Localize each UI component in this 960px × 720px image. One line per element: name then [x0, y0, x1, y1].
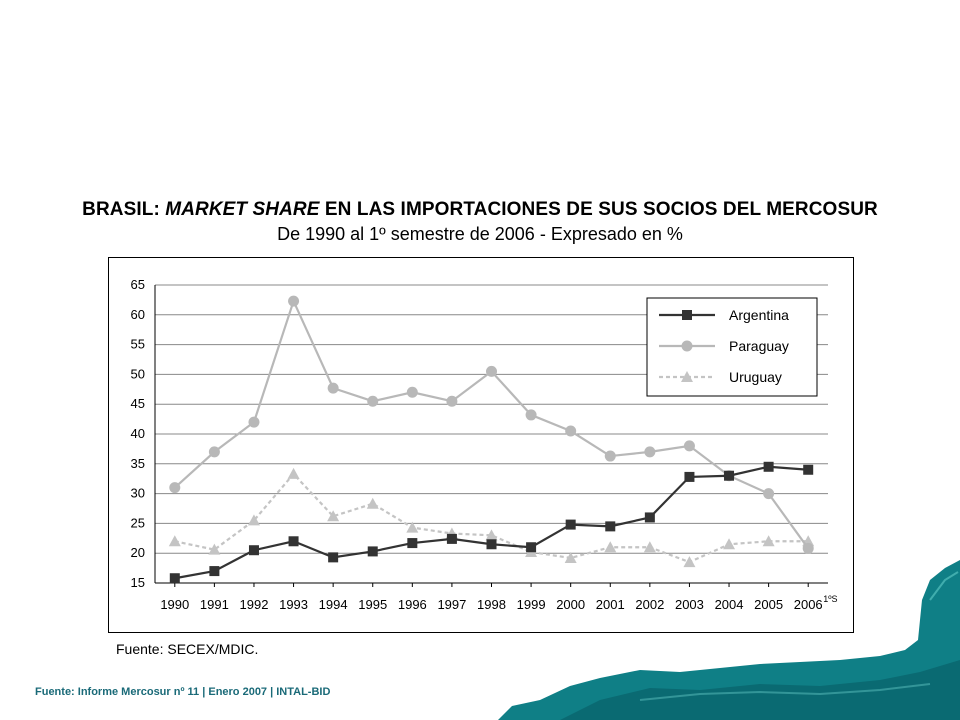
- x-tick-label: 2002: [635, 597, 664, 612]
- data-point-paraguay: [525, 409, 537, 421]
- data-point-argentina: [565, 519, 576, 530]
- data-point-argentina: [407, 538, 418, 549]
- y-tick-label: 45: [131, 396, 145, 411]
- data-point-argentina: [367, 546, 378, 557]
- data-point-paraguay: [604, 450, 616, 462]
- legend-label-uruguay: Uruguay: [729, 369, 782, 385]
- x-tick-label: 1995: [358, 597, 387, 612]
- y-tick-label: 25: [131, 515, 145, 530]
- data-point-argentina: [328, 552, 339, 563]
- legend-marker-argentina: [682, 310, 692, 320]
- data-point-paraguay: [644, 446, 656, 458]
- data-point-paraguay: [763, 488, 775, 500]
- data-point-uruguay: [168, 535, 181, 547]
- line-chart: 15 20 25 30 35 40 45 50 55 60 65 1990 1991 1992 1993 19…: [131, 277, 838, 612]
- chart-title-prefix: BRASIL:: [82, 199, 166, 220]
- legend-marker-paraguay: [681, 340, 693, 352]
- x-tick-label: 2005: [754, 597, 783, 612]
- x-tick-label: 1999: [517, 597, 546, 612]
- data-point-paraguay: [169, 482, 181, 494]
- footer-credit: Fuente: Informe Mercosur nº 11 | Enero 2…: [35, 686, 331, 698]
- data-point-argentina: [288, 536, 299, 547]
- data-point-uruguay: [208, 543, 221, 555]
- data-point-paraguay: [367, 395, 379, 407]
- data-point-paraguay: [248, 416, 260, 428]
- data-point-argentina: [486, 539, 497, 550]
- x-tick-label: 2003: [675, 597, 704, 612]
- data-point-paraguay: [208, 446, 220, 458]
- data-point-paraguay: [288, 295, 300, 307]
- data-point-argentina: [248, 545, 259, 556]
- y-tick-label: 15: [131, 575, 145, 590]
- series-line-argentina: [174, 465, 809, 580]
- y-tick-label: 20: [131, 545, 145, 560]
- data-point-uruguay: [366, 497, 379, 509]
- x-tick-label: 1991: [200, 597, 229, 612]
- x-tick-label: 2000: [556, 597, 585, 612]
- data-point-argentina: [605, 521, 616, 532]
- data-point-argentina: [684, 471, 695, 482]
- data-point-argentina: [763, 461, 774, 472]
- data-point-argentina: [169, 573, 180, 584]
- data-point-paraguay: [565, 425, 577, 437]
- y-tick-label: 50: [131, 366, 145, 381]
- x-tick-label: 2006: [794, 597, 823, 612]
- y-tick-label: 60: [131, 307, 145, 322]
- x-tick-label: 2004: [715, 597, 744, 612]
- data-point-uruguay: [287, 467, 300, 479]
- data-point-uruguay: [762, 535, 775, 547]
- legend-label-paraguay: Paraguay: [729, 338, 789, 354]
- data-point-uruguay: [485, 529, 498, 541]
- chart-frame: 15 20 25 30 35 40 45 50 55 60 65 1990 1991 1992 1993 19…: [108, 257, 854, 633]
- x-tick-label: 1992: [240, 597, 269, 612]
- data-point-uruguay: [643, 541, 656, 553]
- x-tick-label: 1996: [398, 597, 427, 612]
- data-point-argentina: [724, 470, 735, 481]
- data-point-uruguay: [406, 521, 419, 533]
- data-point-argentina: [526, 542, 537, 553]
- data-point-uruguay: [604, 541, 617, 553]
- x-tick-label: 1994: [319, 597, 348, 612]
- x-tick-label: 2001: [596, 597, 625, 612]
- legend-label-argentina: Argentina: [729, 307, 789, 323]
- data-point-paraguay: [446, 395, 458, 407]
- legend-marker-uruguay: [681, 371, 693, 382]
- series-line-uruguay: [174, 472, 809, 564]
- x-tick-label: 1990: [160, 597, 189, 612]
- chart-subtitle: De 1990 al 1º semestre de 2006 - Expresa…: [277, 224, 683, 244]
- y-tick-label: 30: [131, 486, 145, 501]
- y-tick-label: 35: [131, 456, 145, 471]
- data-point-argentina: [644, 512, 655, 523]
- source-note: Fuente: SECEX/MDIC.: [116, 641, 259, 657]
- x-tick-note: 1ºS: [823, 594, 837, 604]
- y-tick-label: 40: [131, 426, 145, 441]
- x-tick-label: 1993: [279, 597, 308, 612]
- data-point-argentina: [803, 464, 814, 475]
- data-point-uruguay: [247, 514, 260, 526]
- data-point-paraguay: [486, 365, 497, 377]
- data-point-paraguay: [406, 386, 418, 398]
- chart-title: BRASIL: MARKET SHARE EN LAS IMPORTACIONE…: [0, 199, 960, 221]
- data-point-uruguay: [564, 551, 577, 563]
- chart-title-emphasis: MARKET SHARE: [165, 199, 320, 220]
- data-point-uruguay: [723, 538, 736, 550]
- y-tick-label: 65: [131, 277, 145, 292]
- data-point-argentina: [446, 533, 457, 544]
- x-tick-label: 1998: [477, 597, 506, 612]
- data-point-uruguay: [683, 556, 696, 568]
- chart-title-suffix: EN LAS IMPORTACIONES DE SUS SOCIOS DEL M…: [319, 199, 878, 220]
- data-point-paraguay: [683, 440, 695, 452]
- y-tick-label: 55: [131, 337, 145, 352]
- data-point-uruguay: [327, 510, 340, 522]
- data-point-paraguay: [802, 542, 814, 554]
- data-point-paraguay: [327, 382, 339, 394]
- data-point-argentina: [209, 566, 220, 577]
- x-tick-label: 1997: [437, 597, 466, 612]
